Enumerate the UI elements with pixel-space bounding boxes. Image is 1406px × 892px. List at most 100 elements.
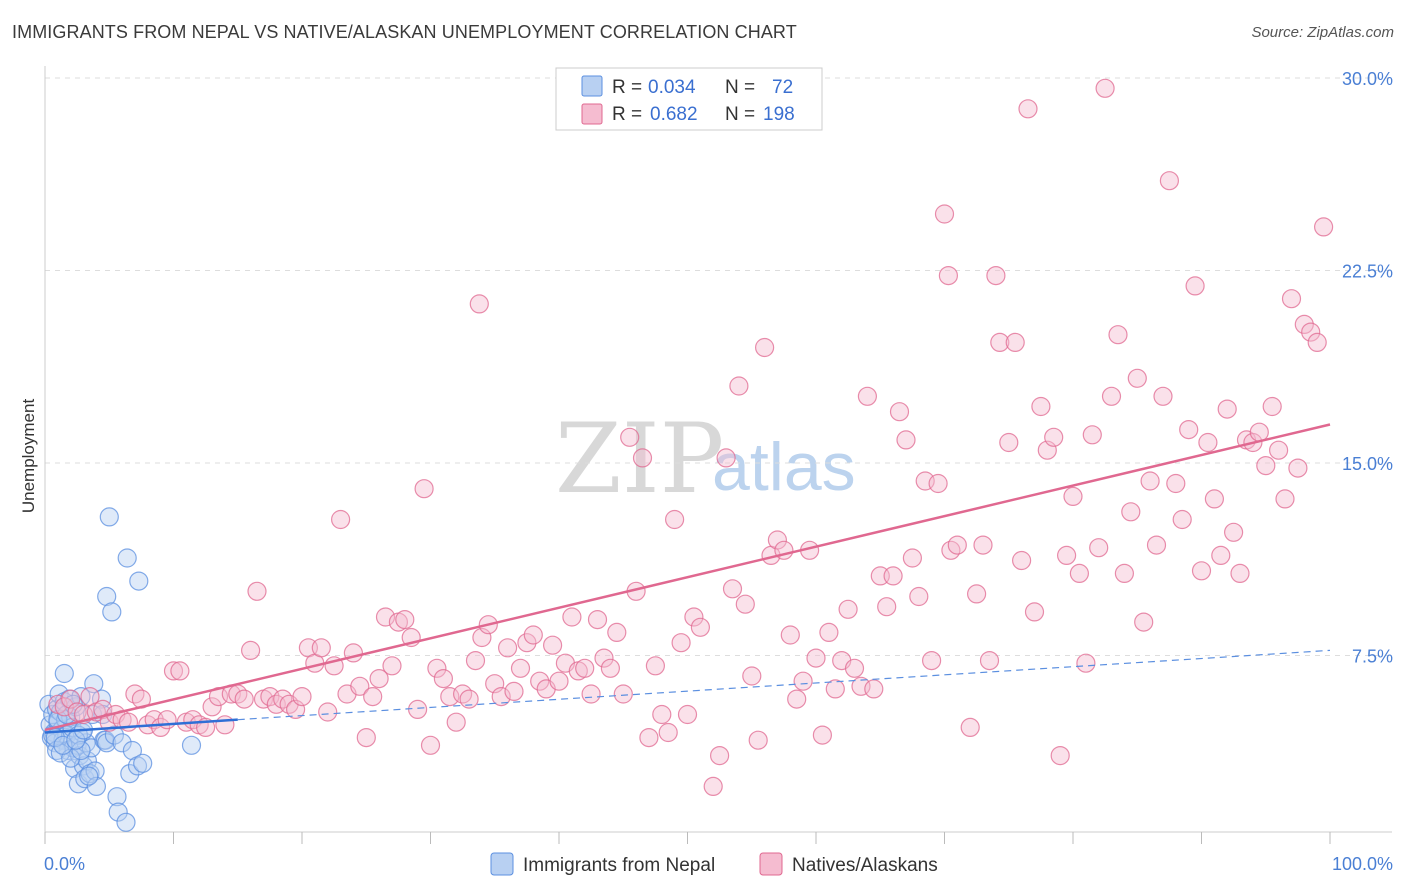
point-natives-144 (973, 535, 993, 555)
point-natives-73 (510, 658, 531, 678)
source-label: Source: ZipAtlas.com (1251, 24, 1394, 41)
point-natives-170 (1140, 471, 1160, 491)
point-natives-197 (1313, 217, 1334, 237)
y-tick-label-2: 22.5% (1342, 262, 1393, 282)
point-natives-24 (202, 697, 222, 717)
point-natives-161 (1082, 425, 1102, 445)
point-natives-89 (613, 684, 633, 704)
x-tick-label-1: 100.0% (1332, 854, 1393, 874)
point-natives-192 (1281, 289, 1302, 309)
point-natives-35 (273, 689, 293, 709)
point-natives-118 (806, 648, 826, 668)
point-natives-191 (1275, 489, 1295, 509)
trend-nepal-solid (44, 718, 238, 734)
legend-swatch-natives (581, 103, 603, 125)
trend-natives (44, 423, 1331, 732)
point-natives-142 (960, 717, 980, 738)
point-natives-196 (1307, 332, 1327, 352)
point-natives-63 (453, 684, 473, 704)
point-natives-153 (1031, 396, 1051, 417)
point-natives-138 (934, 204, 955, 224)
point-natives-187 (1249, 422, 1269, 442)
bottom-legend: Immigrants from Nepal Natives/Alaskans (490, 852, 938, 876)
legend-n-label-natives: N = (725, 104, 755, 125)
chart-title: IMMIGRANTS FROM NEPAL VS NATIVE/ALASKAN … (12, 22, 797, 42)
point-natives-107 (735, 594, 755, 614)
point-natives-16 (151, 717, 171, 738)
point-natives-76 (530, 671, 550, 691)
point-natives-171 (1146, 535, 1167, 555)
point-natives-160 (1076, 653, 1096, 673)
point-natives-57 (414, 479, 434, 499)
legend-r-value-nepal: 0.034 (648, 77, 696, 98)
series-immigrants-from-nepal (39, 507, 202, 832)
point-natives-114 (780, 625, 800, 645)
point-natives-194 (1294, 314, 1314, 334)
bottom-legend-label-nepal: Immigrants from Nepal (523, 855, 715, 876)
point-natives-74 (517, 633, 537, 653)
point-natives-178 (1191, 561, 1212, 581)
point-natives-96 (658, 722, 678, 743)
point-natives-180 (1204, 489, 1225, 509)
point-natives-158 (1063, 486, 1083, 506)
point-natives-85 (587, 609, 608, 630)
legend-r-label-natives: R = (612, 104, 642, 125)
point-natives-108 (742, 666, 762, 686)
point-natives-168 (1127, 368, 1147, 388)
point-nepal-59 (120, 763, 140, 784)
point-natives-129 (877, 597, 897, 617)
point-natives-159 (1069, 563, 1090, 584)
y-tick-labels: 7.5% 15.0% 22.5% 30.0% (1342, 69, 1393, 667)
point-natives-182 (1217, 399, 1237, 419)
legend-n-value-natives: 198 (763, 104, 795, 125)
point-natives-49 (363, 686, 383, 707)
watermark-atlas: atlas (712, 429, 856, 505)
point-natives-48 (356, 727, 376, 748)
point-natives-110 (754, 337, 775, 358)
point-nepal-60 (122, 740, 142, 761)
y-tick-label-0: 7.5% (1352, 647, 1393, 667)
point-natives-119 (812, 725, 833, 745)
point-natives-86 (594, 648, 614, 668)
point-natives-167 (1121, 502, 1141, 522)
point-natives-130 (883, 566, 903, 586)
point-nepal-36 (54, 663, 74, 684)
point-natives-132 (896, 430, 916, 450)
point-natives-115 (787, 689, 807, 709)
point-natives-72 (504, 681, 524, 702)
point-natives-105 (722, 579, 743, 599)
point-natives-181 (1211, 545, 1231, 566)
point-natives-38 (292, 686, 312, 707)
point-natives-50 (369, 668, 389, 689)
point-natives-31 (247, 581, 267, 601)
point-natives-65 (465, 650, 486, 671)
point-natives-81 (562, 607, 582, 627)
point-natives-104 (716, 448, 736, 468)
point-natives-59 (427, 658, 447, 678)
point-natives-79 (549, 671, 569, 691)
y-tick-label-1: 15.0% (1342, 454, 1393, 474)
point-natives-83 (575, 658, 595, 678)
point-natives-133 (902, 548, 923, 568)
bottom-legend-swatch-natives (759, 852, 783, 876)
point-natives-103 (709, 745, 730, 766)
watermark: ZIP atlas (555, 403, 856, 515)
point-natives-176 (1179, 420, 1199, 440)
point-natives-124 (844, 658, 865, 678)
point-nepal-56 (112, 733, 132, 753)
point-natives-164 (1101, 386, 1122, 406)
point-natives-126 (857, 386, 878, 406)
point-nepal-58 (117, 548, 137, 568)
legend-n-value-nepal: 72 (772, 77, 793, 98)
point-natives-140 (941, 540, 961, 560)
legend-r-label-nepal: R = (612, 77, 642, 98)
point-natives-101 (690, 617, 711, 637)
point-natives-149 (1005, 332, 1025, 352)
point-natives-12 (125, 684, 145, 704)
point-natives-195 (1301, 322, 1321, 342)
point-natives-143 (966, 584, 987, 604)
point-natives-190 (1268, 440, 1289, 460)
point-natives-188 (1256, 456, 1276, 476)
point-natives-42 (318, 702, 338, 722)
